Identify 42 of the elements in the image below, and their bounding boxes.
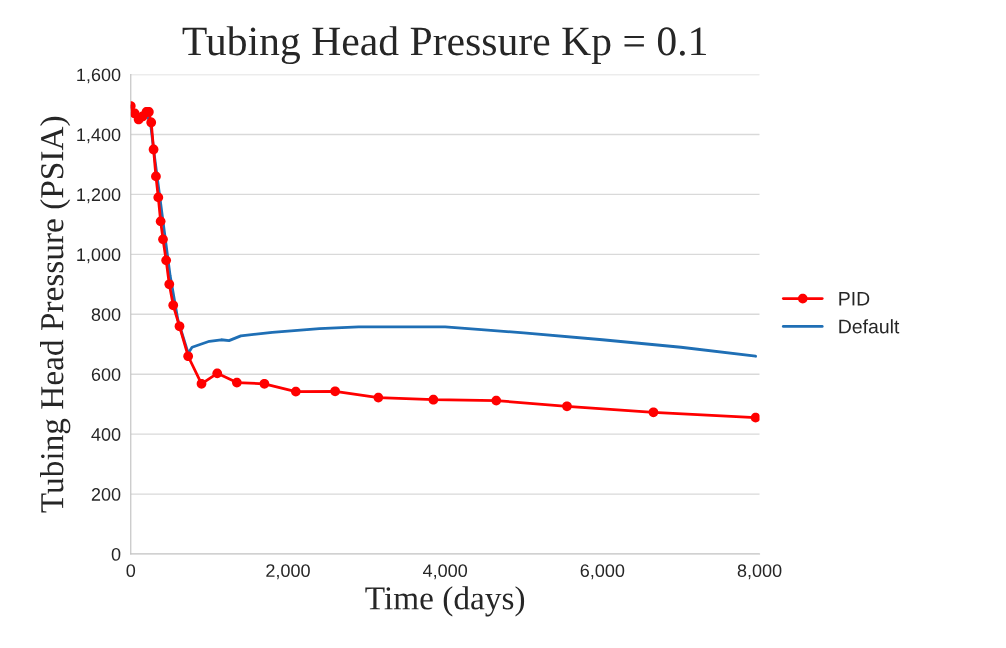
y-tick-label: 400: [91, 428, 121, 441]
point: [174, 321, 185, 332]
point: [259, 378, 270, 389]
y-tick-label: 0: [111, 547, 121, 561]
point: [164, 279, 175, 290]
x-tick-label: 2,000: [266, 564, 310, 580]
point: [750, 412, 760, 423]
y-tick-label: 1,000: [77, 248, 121, 264]
y-axis-title: Tubing Head Pressure (PSIA): [40, 116, 71, 513]
y-tick-label: 1,200: [77, 188, 121, 204]
y-tick-label: 600: [91, 368, 121, 381]
point: [148, 144, 159, 155]
point: [146, 117, 157, 128]
point: [155, 216, 166, 227]
x-axis-title: Time (days): [365, 586, 525, 617]
y-tick-label: 1,600: [77, 68, 121, 84]
point: [491, 395, 502, 406]
x-tick-label: 8,000: [737, 564, 782, 580]
legend-label: PID: [839, 292, 870, 306]
point: [151, 171, 161, 182]
y-tick-label: 200: [91, 488, 121, 501]
point: [428, 394, 439, 405]
y-tick-label: 800: [91, 308, 121, 321]
point: [196, 378, 207, 389]
y-tick-label: 1,400: [77, 128, 121, 144]
chart-title: Tubing Head Pressure Kp = 0.1: [182, 26, 706, 65]
legend-label: Default: [839, 319, 900, 334]
point: [158, 234, 168, 245]
point: [168, 300, 179, 311]
point: [648, 407, 659, 418]
point: [232, 377, 242, 388]
point: [183, 351, 194, 362]
x-tick-label: 6,000: [580, 564, 625, 580]
point: [562, 401, 572, 412]
point: [161, 255, 172, 266]
point: [212, 368, 223, 379]
point: [153, 192, 164, 203]
point: [373, 392, 384, 403]
x-tick-label: 0: [126, 564, 136, 578]
point: [330, 386, 340, 397]
x-tick-label: 4,000: [422, 564, 468, 580]
point: [290, 386, 301, 397]
